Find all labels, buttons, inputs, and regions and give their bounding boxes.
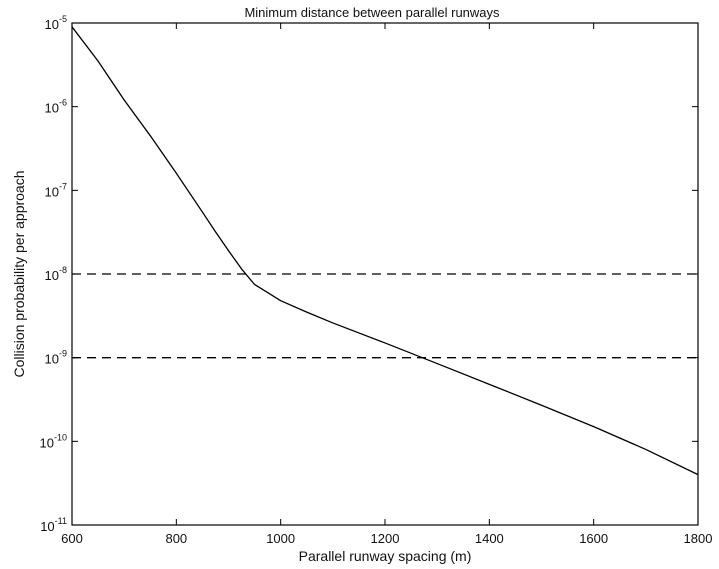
x-tick-label: 600 (61, 531, 83, 546)
x-axis-label: Parallel runway spacing (m) (299, 548, 472, 564)
y-axis: 10-11 10-10 10-9 10-8 10-7 10-6 10-5 (40, 14, 698, 534)
series-layer (71, 26, 699, 476)
probability-curve (71, 26, 699, 476)
y-tick-label: 10-8 (45, 265, 67, 283)
x-tick-label: 1800 (684, 531, 713, 546)
y-tick-label: 10-11 (40, 516, 67, 534)
y-tick-label: 10-5 (45, 14, 67, 32)
y-tick-label: 10-9 (45, 349, 67, 367)
y-axis-label: Collision probability per approach (11, 170, 27, 377)
y-tick-label: 10-6 (45, 98, 67, 116)
x-tick-label: 1600 (579, 531, 608, 546)
y-tick-label: 10-10 (40, 432, 67, 450)
y-tick-label: 10-7 (45, 181, 67, 199)
x-tick-label: 1000 (266, 531, 295, 546)
x-tick-label: 800 (165, 531, 187, 546)
x-tick-label: 1200 (371, 531, 400, 546)
x-tick-label: 1400 (475, 531, 504, 546)
chart-title: Minimum distance between parallel runway… (244, 5, 500, 20)
x-axis: 600 800 1000 1200 1400 1600 1800 (61, 23, 712, 546)
